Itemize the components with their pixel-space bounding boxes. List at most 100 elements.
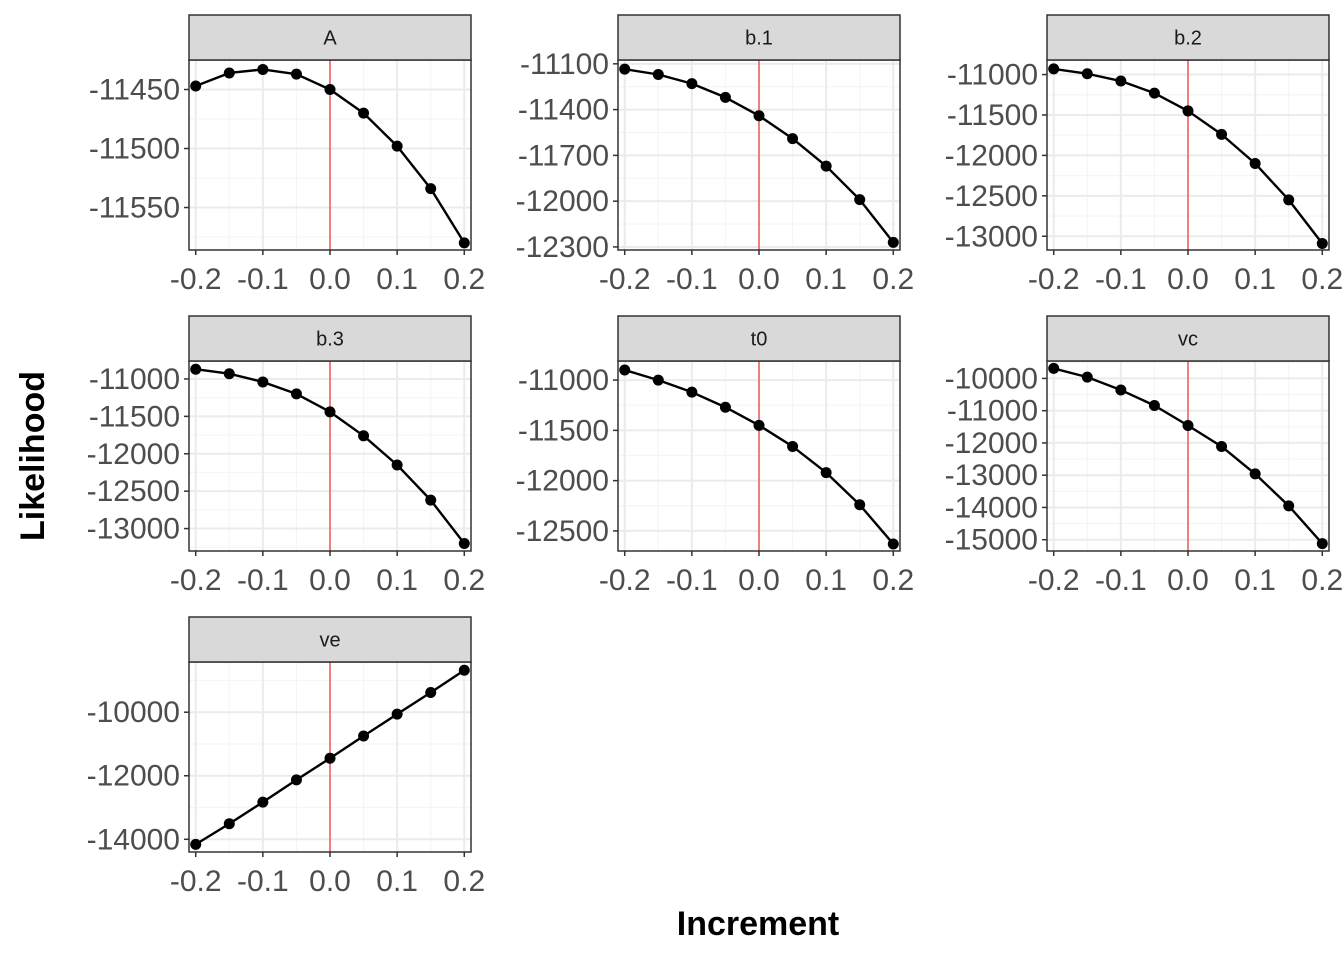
data-point (1115, 384, 1127, 396)
x-tick-label: 0.0 (738, 263, 780, 296)
x-tick-label: 0.2 (443, 564, 485, 597)
x-tick-label: 0.0 (1167, 564, 1209, 597)
x-tick-label: -0.2 (599, 564, 651, 597)
strip-label: A (323, 28, 337, 50)
y-tick-label: -11000 (89, 363, 180, 396)
data-point (887, 236, 899, 248)
y-tick-label: -12000 (516, 185, 609, 218)
data-point (686, 386, 698, 398)
data-point (223, 67, 235, 79)
data-point (1048, 63, 1060, 75)
data-point (619, 364, 631, 376)
panel-b-3: b.3 -11000 -11500 -12000 -12500 -13000 -0.2 -0.… (87, 315, 485, 597)
x-tick-label: 0.0 (1167, 263, 1209, 296)
data-point (753, 110, 765, 122)
x-tick-label: 0.1 (376, 564, 418, 597)
data-point (1081, 68, 1093, 80)
data-point (719, 401, 731, 413)
panel-t0: t0 -11000 -11500 -12000 -12500 -0.2 -0.1 0.0 0.1… (516, 315, 914, 597)
data-point (425, 183, 437, 195)
data-point (391, 708, 403, 720)
data-point (358, 730, 370, 742)
y-tick-label: -11500 (89, 400, 180, 433)
y-tick-label: -12500 (516, 515, 609, 548)
data-point (458, 237, 470, 249)
data-point (358, 430, 370, 442)
data-point (1182, 420, 1194, 432)
data-point (619, 63, 631, 75)
y-tick-label: -11000 (947, 395, 1038, 428)
x-axis-title: Increment (677, 905, 840, 943)
data-point (820, 160, 832, 172)
data-point (820, 467, 832, 479)
y-tick-label: -11100 (520, 48, 609, 81)
data-point (1148, 87, 1160, 99)
y-tick-label: -11700 (518, 139, 609, 172)
y-tick-label: -15000 (945, 524, 1038, 557)
data-point (391, 140, 403, 152)
x-tick-label: -0.2 (170, 865, 222, 898)
data-point (787, 133, 799, 145)
data-point (425, 494, 437, 506)
y-tick-label: -11450 (89, 74, 180, 107)
data-point (1081, 371, 1093, 383)
strip-label: ve (319, 630, 340, 652)
data-point (290, 68, 302, 80)
panel-ve: ve -10000 -12000 -14000 -0.2 -0.1 0.0 0.1 0.2 (87, 616, 485, 898)
strip-label: vc (1178, 329, 1198, 351)
x-tick-label: -0.1 (666, 263, 718, 296)
strip-label: b.1 (745, 28, 773, 50)
data-point (290, 388, 302, 400)
panel-b-2: b.2 -11000 -11500 -12000 -12500 -13000 -0.2 -0.… (945, 14, 1343, 296)
y-tick-label: -12000 (945, 139, 1038, 172)
y-tick-label: -12000 (87, 760, 180, 793)
x-tick-label: -0.1 (1095, 263, 1147, 296)
x-tick-label: 0.0 (309, 263, 351, 296)
data-point (854, 194, 866, 206)
data-point (887, 538, 899, 550)
data-point (1316, 538, 1328, 550)
y-tick-label: -12500 (87, 475, 180, 508)
data-point (1249, 157, 1261, 169)
data-point (290, 774, 302, 786)
y-tick-label: -11400 (518, 94, 609, 127)
panels: A -11450 -11500 -11550 -0.2 -0.1 0.0 0.1 0.2 b.1 -… (87, 14, 1343, 898)
x-tick-label: -0.2 (599, 263, 651, 296)
x-tick-label: 0.1 (1234, 263, 1276, 296)
y-tick-label: -12500 (945, 180, 1038, 213)
strip-label: b.3 (316, 329, 344, 351)
y-tick-label: -11550 (89, 192, 180, 225)
data-point (1283, 500, 1295, 512)
panel-vc: vc -10000-11000-12000-13000-14000-15000 -0… (945, 315, 1343, 597)
x-tick-label: -0.1 (666, 564, 718, 597)
data-point (324, 84, 336, 96)
strip-background (188, 616, 472, 663)
data-point (425, 687, 437, 699)
data-point (458, 664, 470, 676)
data-point (1216, 128, 1228, 140)
data-point (652, 374, 664, 386)
y-axis-title: Likelihood (14, 371, 52, 541)
data-point (324, 752, 336, 764)
panel-b-1: b.1 -11100 -11400 -11700 -12000 -12300-0.2 -0.… (516, 14, 914, 296)
x-tick-label: 0.0 (309, 865, 351, 898)
strip-background (617, 14, 901, 61)
data-point (190, 80, 202, 92)
data-point (787, 440, 799, 452)
x-tick-label: -0.1 (1095, 564, 1147, 597)
strip-background (188, 14, 472, 61)
x-tick-label: 0.0 (738, 564, 780, 597)
strip-label: b.2 (1174, 28, 1202, 50)
y-tick-label: -13000 (945, 459, 1038, 492)
data-point (257, 63, 269, 75)
data-point (458, 538, 470, 550)
data-point (753, 419, 765, 431)
x-tick-label: 0.1 (376, 263, 418, 296)
data-point (190, 838, 202, 850)
y-tick-label: -14000 (87, 823, 180, 856)
data-point (358, 107, 370, 119)
y-tick-label: -10000 (87, 696, 180, 729)
y-tick-label: -13000 (945, 220, 1038, 253)
data-point (324, 406, 336, 418)
strip-label: t0 (751, 329, 768, 351)
